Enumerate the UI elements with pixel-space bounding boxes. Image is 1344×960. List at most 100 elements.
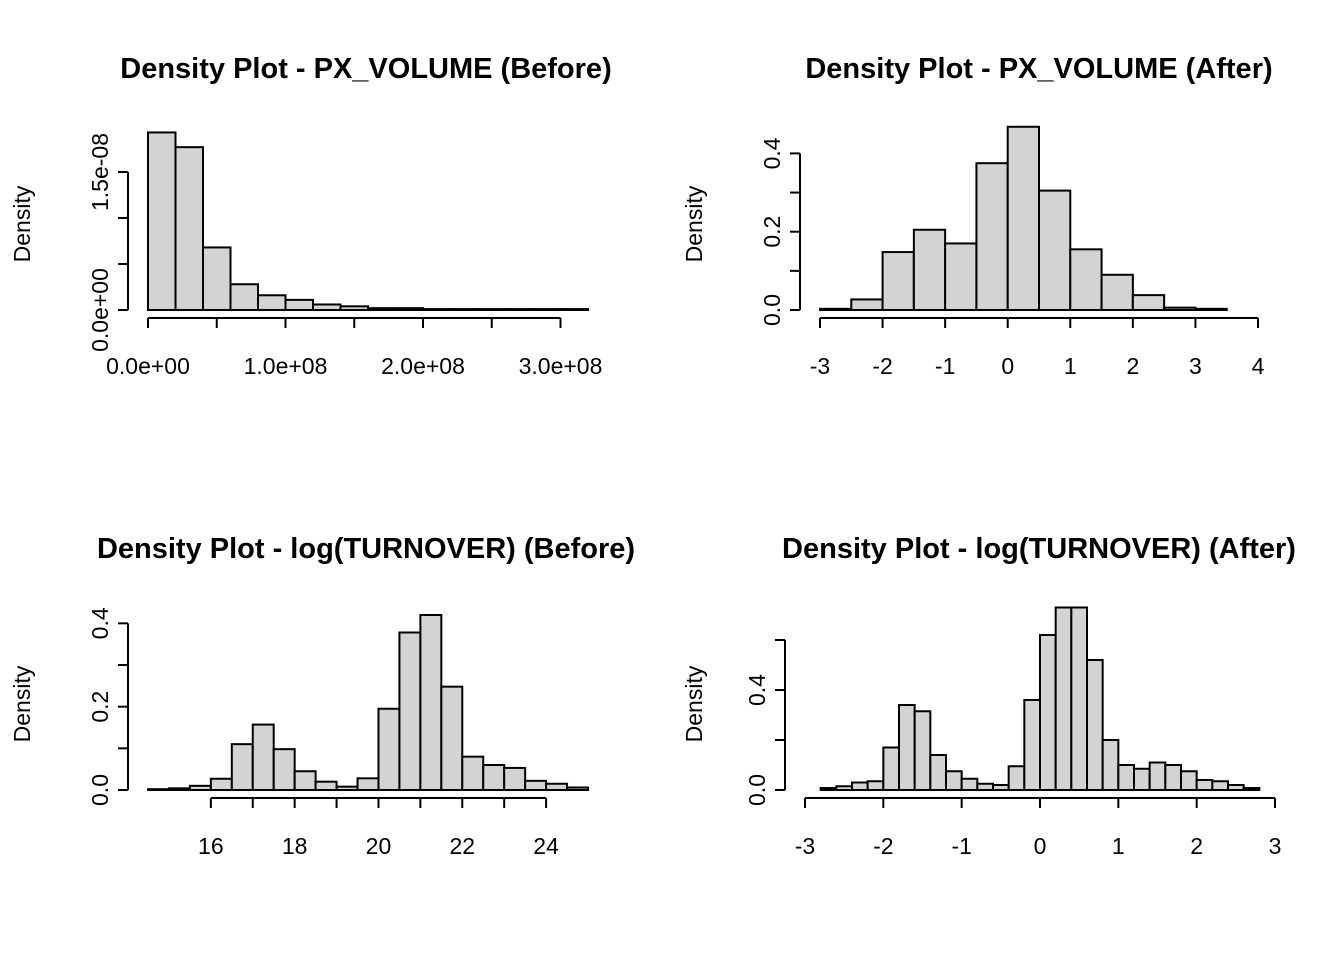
x-tick-label: -1 <box>951 833 971 859</box>
x-tick-label: 2.0e+08 <box>381 353 465 379</box>
histogram-bar <box>1117 764 1136 791</box>
histogram-bar <box>167 787 191 791</box>
histogram-bar <box>819 307 853 311</box>
histogram-bar <box>312 303 342 312</box>
histogram-bar <box>882 746 900 791</box>
x-tick-label: 3 <box>1269 833 1282 859</box>
histogram-bar <box>1180 770 1198 791</box>
histogram-bar <box>504 308 534 311</box>
histogram-bar <box>1069 248 1103 312</box>
x-tick-label: 4 <box>1252 353 1265 379</box>
histogram-bar <box>147 788 170 792</box>
histogram-bar <box>482 764 506 791</box>
y-tick-label: 0.2 <box>759 216 785 248</box>
histogram-bar <box>975 162 1009 311</box>
histogram-bar <box>1039 634 1057 791</box>
histogram-bar <box>912 228 947 311</box>
histogram-bar <box>532 308 562 311</box>
histogram-bar <box>929 754 947 791</box>
histogram-bar <box>188 784 212 791</box>
histogram-bar <box>314 780 338 792</box>
histogram-bar <box>559 308 589 311</box>
histogram-bar <box>1148 761 1167 791</box>
histogram-bar <box>1054 606 1073 791</box>
histogram-bar <box>422 308 452 311</box>
histogram-bar <box>1101 739 1120 791</box>
histogram-bar <box>503 766 527 792</box>
x-tick-label: 0 <box>1001 353 1014 379</box>
x-tick-label: 1.0e+08 <box>244 353 328 379</box>
y-tick-label: 0.0 <box>744 774 770 806</box>
histogram-bar <box>866 780 885 791</box>
histogram-bar <box>1006 125 1041 312</box>
y-tick-label: 1.5e-08 <box>87 133 113 211</box>
histogram-bar <box>477 308 507 311</box>
x-tick-label: -3 <box>795 833 815 859</box>
x-tick-label: -2 <box>873 833 893 859</box>
y-axis-label: Density <box>681 665 707 742</box>
histogram-bar <box>1007 765 1026 791</box>
histogram-bar <box>202 246 232 312</box>
histogram-bar <box>1242 787 1261 791</box>
histogram-bar <box>367 307 397 312</box>
histogram-bar <box>356 777 380 791</box>
histogram-bar <box>419 614 443 791</box>
histogram-bar <box>461 755 485 792</box>
y-tick-label: 0.0 <box>87 774 113 806</box>
histogram-bar <box>819 787 838 791</box>
x-tick-label: 3 <box>1189 353 1202 379</box>
histogram-bar <box>1195 779 1214 791</box>
histogram-bar <box>1131 294 1166 312</box>
histogram-bar <box>960 777 979 791</box>
histogram-bar <box>339 305 369 312</box>
histogram-bar <box>440 685 464 792</box>
x-tick-label: 0 <box>1034 833 1047 859</box>
x-tick-label: -2 <box>872 353 892 379</box>
histogram-bar <box>335 785 359 792</box>
histogram-bar <box>398 631 422 791</box>
histogram-bar <box>174 146 204 311</box>
x-tick-label: -1 <box>935 353 955 379</box>
x-tick-label: 2 <box>1190 833 1203 859</box>
x-tick-label: 22 <box>449 833 475 859</box>
y-axis-label: Density <box>9 665 35 742</box>
histogram-bar <box>251 723 275 791</box>
y-axis-label: Density <box>681 185 707 262</box>
histogram-bar <box>851 781 869 791</box>
histogram-bar <box>976 782 994 791</box>
y-tick-label: 0.0e+00 <box>87 268 113 352</box>
histogram-bar <box>881 251 915 311</box>
y-tick-label: 0.2 <box>87 691 113 723</box>
histogram-bar <box>1038 189 1072 312</box>
y-axis-label: Density <box>9 185 35 262</box>
chart-title: Density Plot - PX_VOLUME (Before) <box>120 53 611 85</box>
histogram-bar <box>566 786 589 791</box>
x-tick-label: 1 <box>1064 353 1077 379</box>
x-tick-label: 3.0e+08 <box>519 353 603 379</box>
x-tick-label: 1 <box>1112 833 1125 859</box>
histogram-bar <box>272 748 296 792</box>
histogram-bar <box>1163 306 1197 311</box>
panel-px-volume-before: Density Plot - PX_VOLUME (Before) Densit… <box>9 53 612 379</box>
panel-log-turnover-after: Density Plot - log(TURNOVER) (After) Den… <box>681 533 1296 859</box>
histogram-bar <box>293 770 317 791</box>
y-tick-label: 0.4 <box>759 137 785 169</box>
histogram-bar <box>209 777 233 791</box>
histogram-bar <box>377 707 401 791</box>
x-tick-label: -3 <box>810 353 830 379</box>
histogram-bar <box>944 242 978 311</box>
chart-title: Density Plot - log(TURNOVER) (Before) <box>97 533 635 565</box>
histogram-bar <box>147 131 177 311</box>
histogram-bar <box>850 298 884 311</box>
histogram-bar <box>1211 780 1230 791</box>
histogram-bar <box>394 307 424 312</box>
histogram-bar <box>229 283 259 311</box>
panel-px-volume-after: Density Plot - PX_VOLUME (After) Density… <box>681 53 1273 379</box>
x-tick-label: 24 <box>533 833 559 859</box>
x-tick-label: 18 <box>282 833 308 859</box>
y-tick-label: 0.0 <box>759 294 785 326</box>
x-tick-label: 20 <box>366 833 392 859</box>
histogram-bar <box>1070 606 1089 791</box>
histogram-bar <box>992 784 1010 791</box>
